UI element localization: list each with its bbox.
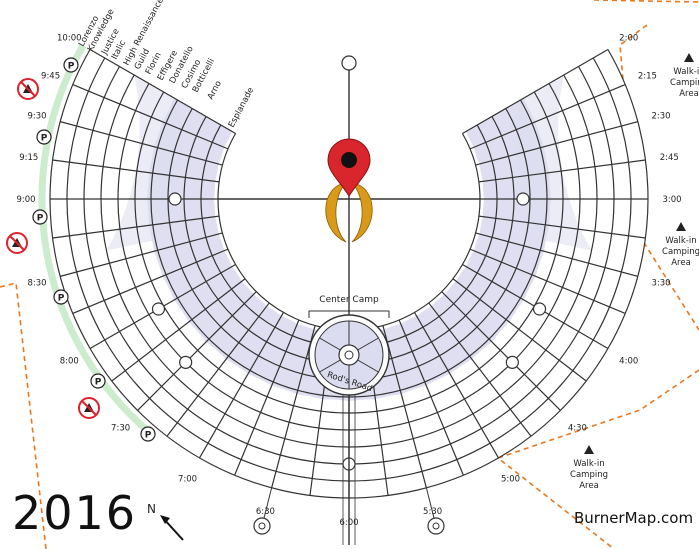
tent-icon [676, 222, 686, 231]
time-label-18: 9:30 [27, 111, 46, 121]
map-icons: P P P P P P N [6, 53, 694, 541]
brand-label: BurnerMap.com [574, 509, 694, 527]
svg-text:P: P [41, 134, 48, 144]
time-label-1: 2:15 [638, 71, 657, 81]
time-label-6: 4:00 [619, 357, 638, 367]
time-label-3: 2:45 [660, 153, 679, 163]
walk-in-label-0-2: Area [679, 89, 699, 99]
street-label-11: Arno [206, 79, 224, 101]
time-label-13: 7:30 [111, 423, 130, 433]
tent-icon [684, 53, 694, 62]
parking-icon: P [53, 289, 69, 305]
walk-in-label-2-1: Camping [570, 470, 608, 480]
time-label-8: 5:00 [501, 475, 520, 485]
svg-text:P: P [58, 294, 65, 304]
svg-text:P: P [95, 378, 102, 388]
center-camp [253, 310, 445, 545]
walk-in-label-1-0: Walk-in [665, 236, 696, 246]
year-label: 2016 [12, 486, 138, 540]
time-label-0: 2:00 [619, 34, 638, 44]
walk-in-label-1-2: Area [671, 258, 691, 268]
walk-in-zone-green [38, 43, 152, 436]
parking-icon: P [140, 426, 156, 442]
time-label-7: 4:30 [568, 423, 587, 433]
walk-in-label-2-2: Area [579, 481, 599, 491]
time-label-2: 2:30 [651, 111, 670, 121]
svg-text:P: P [68, 62, 75, 72]
no-camping-icon [78, 397, 100, 419]
walk-in-label-2-0: Walk-in [573, 459, 604, 469]
walk-in-label-0-1: Camping [670, 78, 699, 88]
time-label-17: 9:15 [19, 153, 38, 163]
time-label-14: 8:00 [60, 357, 79, 367]
tent-icon [584, 445, 594, 454]
north-arrow-icon: N [147, 502, 184, 541]
svg-text:N: N [147, 502, 156, 516]
svg-text:P: P [145, 431, 152, 441]
svg-text:P: P [37, 214, 44, 224]
time-label-10: 6:00 [339, 518, 358, 528]
street-label-12: Esplanade [227, 86, 256, 130]
time-label-19: 9:45 [41, 71, 60, 81]
city-blocks [50, 49, 648, 498]
walk-in-label-1-1: Camping [662, 247, 699, 257]
time-label-20: 10:00 [57, 34, 82, 44]
no-camping-icon [17, 78, 39, 100]
time-label-5: 3:30 [651, 279, 670, 289]
center-area [218, 55, 480, 316]
time-label-16: 9:00 [16, 195, 35, 205]
parking-icon: P [63, 57, 79, 73]
time-label-11: 6:30 [256, 507, 275, 517]
center-camp-label: Center Camp [319, 295, 379, 305]
parking-icon: P [90, 373, 106, 389]
walk-in-label-0-0: Walk-in [673, 67, 699, 77]
time-label-4: 3:00 [662, 195, 681, 205]
no-camping-icon [6, 232, 28, 254]
time-label-9: 5:30 [423, 507, 442, 517]
parking-icon: P [36, 129, 52, 145]
time-label-15: 8:30 [27, 279, 46, 289]
parking-icon: P [32, 209, 48, 225]
time-label-12: 7:00 [178, 475, 197, 485]
